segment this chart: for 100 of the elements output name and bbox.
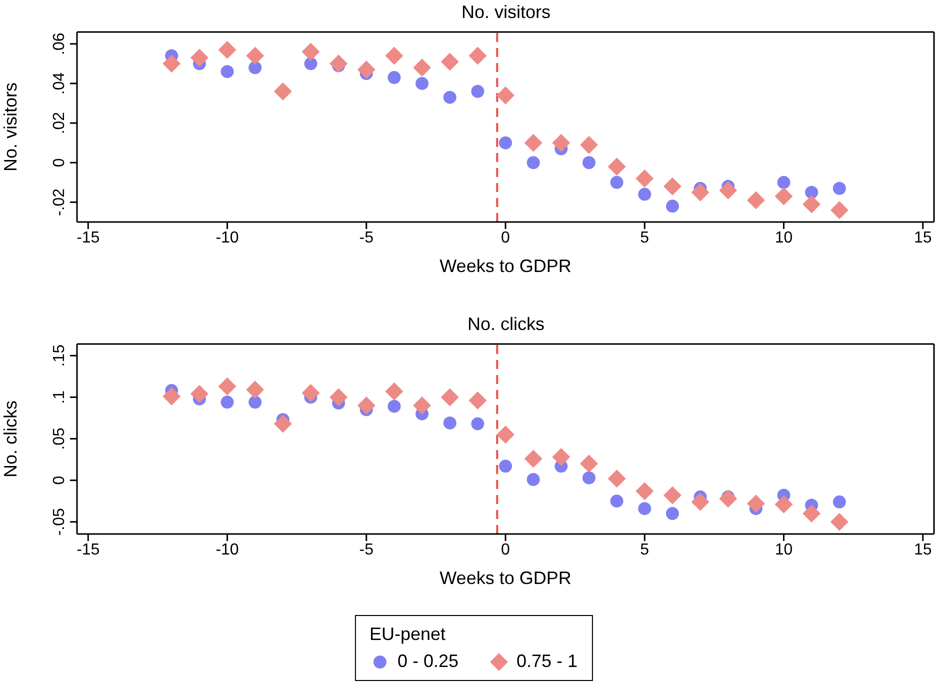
- point: [385, 46, 404, 65]
- point: [691, 183, 710, 202]
- y-tick-label: -.02: [51, 188, 68, 216]
- point: [608, 470, 626, 488]
- point: [246, 380, 264, 399]
- x-tick-label: -15: [76, 229, 100, 246]
- point: [610, 494, 624, 508]
- point: [248, 61, 262, 74]
- point: [330, 54, 348, 73]
- point: [496, 86, 514, 104]
- x-tick-label: 0: [501, 229, 510, 246]
- point: [580, 136, 598, 154]
- point: [413, 396, 432, 415]
- point: [248, 396, 262, 409]
- point: [691, 492, 710, 511]
- point: [274, 82, 292, 100]
- point: [190, 384, 208, 403]
- x-axis-title: Weeks to GDPR: [440, 256, 572, 276]
- x-tick-label: -5: [359, 229, 374, 246]
- x-tick-label: 10: [774, 229, 793, 246]
- x-tick-label: 15: [914, 229, 932, 246]
- point: [443, 90, 456, 104]
- legend-label: 0 - 0.25: [396, 651, 458, 672]
- point: [302, 384, 320, 402]
- point: [663, 486, 682, 504]
- y-axis-title: No. clicks: [0, 400, 20, 478]
- legend-title: EU-penet: [369, 624, 446, 645]
- y-tick-label: -.05: [51, 508, 68, 536]
- point: [499, 460, 512, 473]
- point: [274, 414, 292, 433]
- point: [582, 471, 596, 484]
- point: [746, 494, 765, 513]
- point: [719, 490, 738, 508]
- y-tick-label: .1: [51, 390, 68, 404]
- y-tick-label: .15: [51, 344, 68, 367]
- point: [802, 195, 821, 214]
- y-axis-title: No. visitors: [0, 82, 20, 172]
- y-tick-label: .02: [51, 112, 68, 134]
- point: [552, 448, 570, 466]
- point: [302, 42, 320, 61]
- point: [526, 156, 540, 170]
- point: [499, 136, 512, 150]
- chart-title: No. visitors: [460, 2, 552, 23]
- point: [162, 387, 181, 406]
- x-tick-label: -5: [359, 541, 374, 558]
- point: [830, 512, 848, 531]
- point: [443, 416, 456, 430]
- point: [719, 181, 738, 200]
- point: [468, 46, 487, 65]
- x-axis-title: Weeks to GDPR: [440, 568, 572, 588]
- point: [304, 57, 318, 70]
- point: [330, 388, 348, 406]
- point: [220, 65, 234, 78]
- point: [526, 472, 540, 486]
- point: [774, 187, 793, 206]
- point: [524, 134, 542, 152]
- point: [246, 46, 264, 65]
- point: [357, 396, 376, 415]
- point: [471, 84, 484, 98]
- point: [832, 495, 846, 508]
- point: [218, 40, 236, 59]
- legend-label: 0.75 - 1: [516, 651, 578, 672]
- point: [805, 186, 818, 199]
- point: [636, 482, 654, 500]
- point: [552, 134, 570, 152]
- y-tick-label: 0: [51, 158, 68, 168]
- x-tick-label: -10: [216, 541, 239, 558]
- point: [663, 177, 682, 196]
- x-tick-label: 5: [640, 541, 650, 558]
- point: [666, 507, 679, 520]
- point: [220, 396, 234, 409]
- point: [608, 158, 626, 176]
- point: [580, 454, 598, 473]
- point: [416, 76, 429, 90]
- point: [582, 156, 596, 170]
- point: [610, 176, 624, 189]
- point: [218, 377, 236, 396]
- point: [440, 388, 459, 406]
- x-tick-label: 0: [501, 541, 510, 558]
- x-tick-label: -10: [216, 229, 239, 246]
- point: [774, 495, 793, 514]
- x-tick-label: -15: [76, 541, 100, 558]
- y-tick-label: .04: [51, 72, 68, 95]
- x-tick-label: 5: [640, 229, 650, 246]
- point: [636, 169, 654, 188]
- point: [440, 52, 459, 71]
- point: [471, 417, 484, 430]
- point: [638, 502, 652, 516]
- point: [413, 58, 432, 77]
- point: [832, 182, 846, 195]
- point: [496, 426, 514, 444]
- point: [777, 176, 790, 189]
- point: [524, 450, 542, 468]
- point: [190, 48, 208, 67]
- point: [666, 200, 679, 213]
- y-tick-label: 0: [51, 476, 68, 485]
- y-tick-label: .05: [51, 428, 68, 450]
- point: [638, 188, 652, 201]
- point: [357, 60, 376, 79]
- point: [830, 201, 848, 220]
